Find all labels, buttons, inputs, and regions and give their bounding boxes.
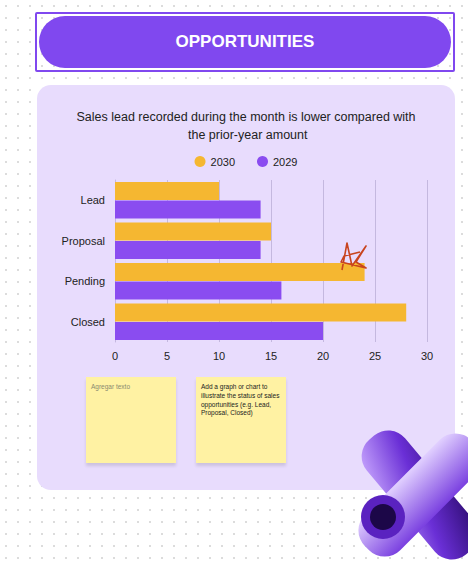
svg-text:Sales lead recorded during the: Sales lead recorded during the month is … [76,110,415,124]
svg-text:5: 5 [164,350,170,362]
html-text:Agregar texto: Agregar texto [91,383,130,390]
svg-text:Pending: Pending [65,275,105,287]
svg-text:0: 0 [112,350,118,362]
svg-text:25: 25 [369,350,381,362]
svg-text:30: 30 [421,350,433,362]
svg-text:2029: 2029 [273,156,297,168]
svg-text:10: 10 [213,350,225,362]
svg-text:Proposal: Proposal [62,235,105,247]
svg-text:2030: 2030 [211,156,235,168]
svg-text:Closed: Closed [71,316,105,328]
html-text:Add a graph or chart to illust: Add a graph or chart to illustrate the s… [201,383,280,417]
svg-text:20: 20 [317,350,329,362]
html-text:OPPORTUNITIES: OPPORTUNITIES [175,32,315,51]
svg-text:Lead: Lead [81,194,105,206]
svg-text:15: 15 [265,350,277,362]
svg-text:the prior-year amount: the prior-year amount [185,128,309,142]
